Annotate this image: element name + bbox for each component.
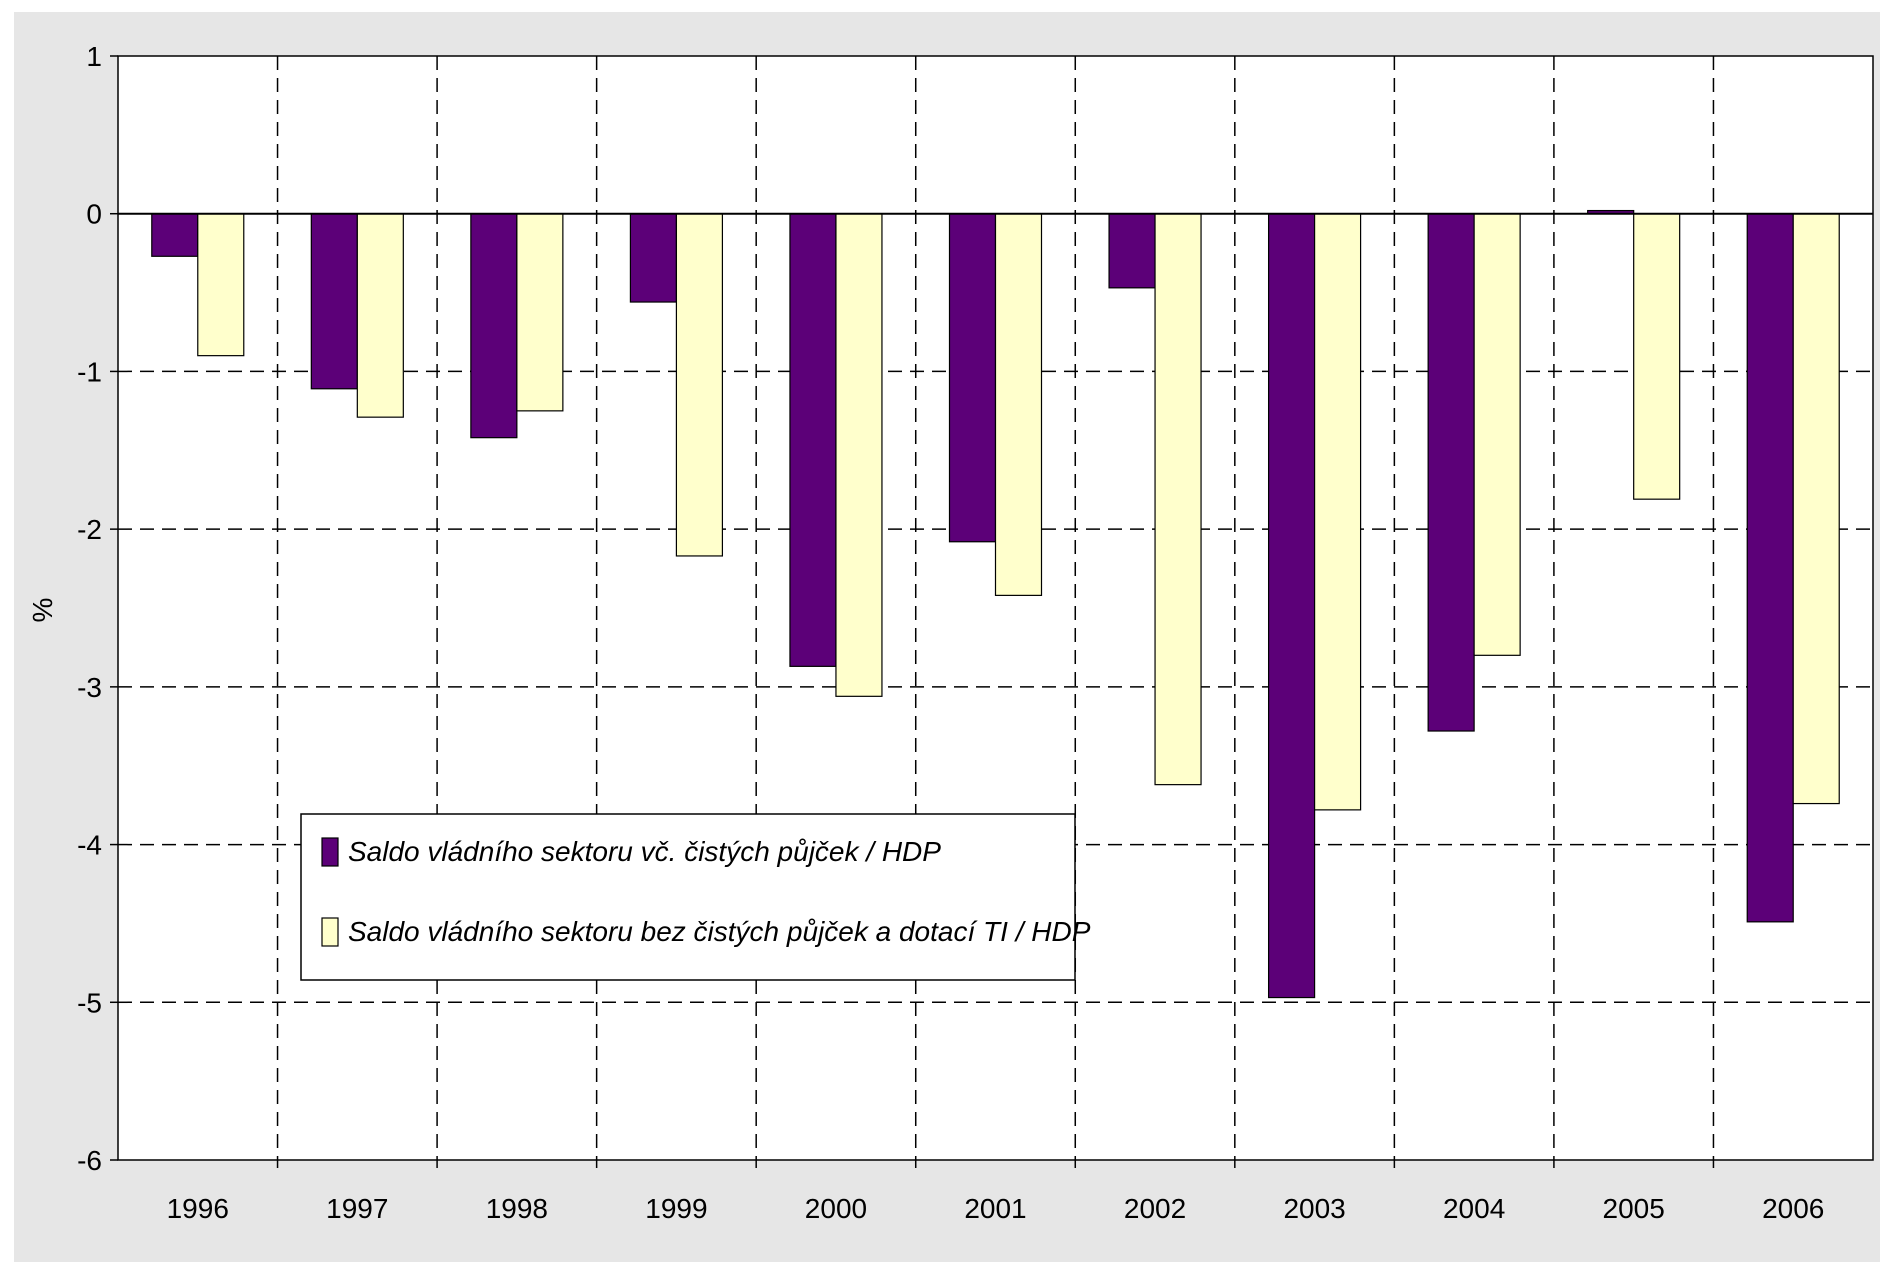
- x-tick-label: 2002: [1124, 1193, 1186, 1224]
- y-tick-label: -6: [77, 1145, 102, 1176]
- bar-series-1-1998: [470, 213, 518, 439]
- bar-series-1-1997: [310, 213, 358, 390]
- y-tick-label: -4: [77, 830, 102, 861]
- bars: [151, 209, 1840, 999]
- legend-swatch-series-1: [321, 837, 339, 867]
- x-tick-labels: 1996 1997 1998 1999 2000 2001 2002 2003 2004 2005…: [167, 1193, 1825, 1224]
- bar-series-2-1998: [516, 213, 564, 412]
- bar-series-2-2005: [1633, 213, 1681, 500]
- x-tick-label: 2006: [1762, 1193, 1824, 1224]
- bar-series-2-1999: [675, 213, 724, 557]
- bar-series-2-2006: [1792, 213, 1840, 805]
- y-tick-label: -1: [77, 356, 102, 387]
- legend: Saldo vládního sektoru vč. čistých půjče…: [300, 813, 1091, 981]
- bar-series-1-1999: [629, 213, 678, 303]
- y-tick-label: -5: [77, 987, 102, 1018]
- bar-series-2-2002: [1154, 213, 1202, 786]
- x-tick-label: 2005: [1603, 1193, 1665, 1224]
- y-tick-label: -3: [77, 672, 102, 703]
- bar-series-2-2003: [1313, 213, 1362, 811]
- x-tick-label: 2000: [805, 1193, 867, 1224]
- y-axis-label: %: [27, 598, 58, 623]
- y-tick-labels: 1 0 -1 -2 -3 -4 -5 -6: [77, 41, 102, 1176]
- x-tick-label: 1999: [645, 1193, 707, 1224]
- x-tick-label: 2003: [1283, 1193, 1345, 1224]
- x-tick-label: 1996: [167, 1193, 229, 1224]
- y-tick-label: 1: [86, 41, 102, 72]
- axes: [110, 55, 1873, 1168]
- legend-label-series-1: Saldo vládního sektoru vč. čistých půjče…: [348, 836, 941, 867]
- legend-box: [300, 813, 1076, 981]
- bar-series-2-2001: [994, 213, 1043, 596]
- legend-swatch-series-2: [321, 917, 339, 947]
- bar-series-1-2006: [1746, 213, 1794, 923]
- bar-series-1-1996: [151, 213, 199, 257]
- bar-series-1-2004: [1427, 213, 1475, 732]
- y-tick-label: 0: [86, 199, 102, 230]
- bar-series-1-2000: [789, 213, 837, 667]
- x-tick-label: 1998: [486, 1193, 548, 1224]
- x-tick-label: 1997: [326, 1193, 388, 1224]
- bar-series-2-1996: [197, 213, 245, 357]
- y-tick-label: -2: [77, 514, 102, 545]
- bar-series-1-2003: [1267, 213, 1316, 999]
- x-tick-label: 2001: [964, 1193, 1026, 1224]
- bar-series-2-2004: [1473, 213, 1521, 656]
- bar-series-1-2001: [948, 213, 997, 543]
- x-tick-label: 2004: [1443, 1193, 1505, 1224]
- bar-series-1-2002: [1108, 213, 1156, 289]
- bar-series-2-2000: [835, 213, 883, 697]
- bar-series-2-1997: [356, 213, 404, 418]
- legend-label-series-2: Saldo vládního sektoru bez čistých půjče…: [348, 916, 1091, 947]
